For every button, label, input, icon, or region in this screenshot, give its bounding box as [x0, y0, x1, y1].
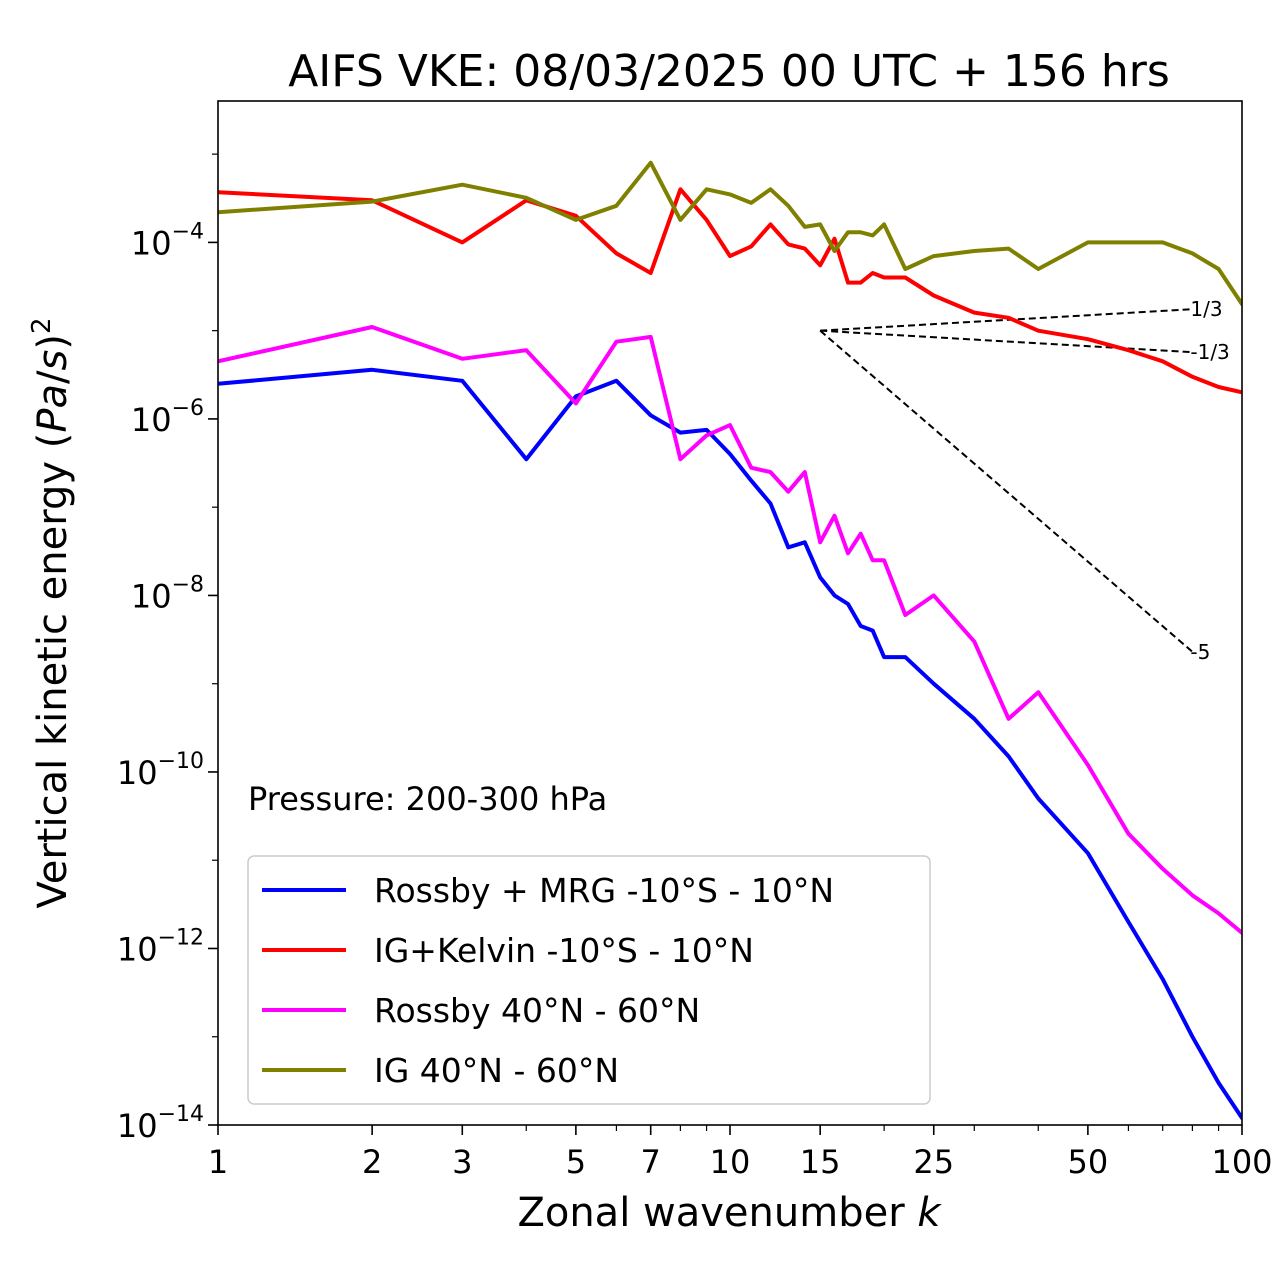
y-tick-label: 10−8: [131, 572, 204, 615]
legend-frame: [247, 855, 931, 1105]
plot-frame: [217, 100, 1243, 1126]
y-axis-label: Vertical kinetic energy (Pa/s)2: [27, 317, 76, 908]
reference-line-3: [819, 329, 1194, 653]
y-tick-label: 10−12: [117, 925, 204, 968]
series-line-1: [218, 367, 1242, 1120]
svg-text:Vertical kinetic energy (Pa/s): Vertical kinetic energy (Pa/s)2: [27, 317, 76, 908]
y-tick-label: 10−10: [117, 749, 204, 792]
reference-line-label: -5: [1190, 640, 1210, 664]
y-tick-label: 10−4: [131, 219, 204, 262]
legend-label: Rossby + MRG -10°S - 10°N: [374, 871, 834, 910]
reference-line-label: 1/3: [1190, 297, 1222, 321]
x-tick-label: 25: [913, 1143, 954, 1181]
x-tick-label: 100: [1211, 1143, 1272, 1181]
y-tick-label: 10−14: [117, 1102, 204, 1145]
x-axis-label: Zonal wavenumber k: [517, 1190, 942, 1236]
legend: Rossby + MRG -10°S - 10°N IG+Kelvin -10°S…: [247, 855, 931, 1105]
reference-line-2: [820, 329, 1193, 354]
series-line-3: [218, 325, 1242, 935]
y-tick-label: 10−6: [131, 396, 204, 439]
x-tick-label: 15: [800, 1143, 841, 1181]
pressure-annotation: Pressure: 200-300 hPa: [248, 780, 607, 818]
x-tick-label: 7: [641, 1143, 661, 1181]
svg-text:Zonal wavenumber k: Zonal wavenumber k: [517, 1190, 942, 1236]
x-tick-label: 2: [362, 1143, 382, 1181]
reference-line-1: [820, 308, 1193, 332]
x-tick-label: 1: [208, 1143, 228, 1181]
legend-label: IG+Kelvin -10°S - 10°N: [374, 931, 754, 970]
x-tick-label: 50: [1068, 1143, 1109, 1181]
legend-label: IG 40°N - 60°N: [374, 1051, 619, 1090]
x-tick-label: 5: [566, 1143, 586, 1181]
series-line-2: [218, 187, 1242, 395]
series-line-4: [218, 160, 1242, 307]
axis-ticks: 1 2 3 5 7 10 15 25 50 100 10−14 10−12 10−10 10−8 10−6 1…: [117, 153, 1273, 1181]
plot-content: [218, 160, 1242, 1120]
reference-line-label: -1/3: [1190, 340, 1229, 364]
x-tick-label: 10: [710, 1143, 751, 1181]
chart-title: AIFS VKE: 08/03/2025 00 UTC + 156 hrs: [288, 46, 1170, 97]
x-tick-label: 3: [452, 1143, 472, 1181]
legend-label: Rossby 40°N - 60°N: [374, 991, 700, 1030]
